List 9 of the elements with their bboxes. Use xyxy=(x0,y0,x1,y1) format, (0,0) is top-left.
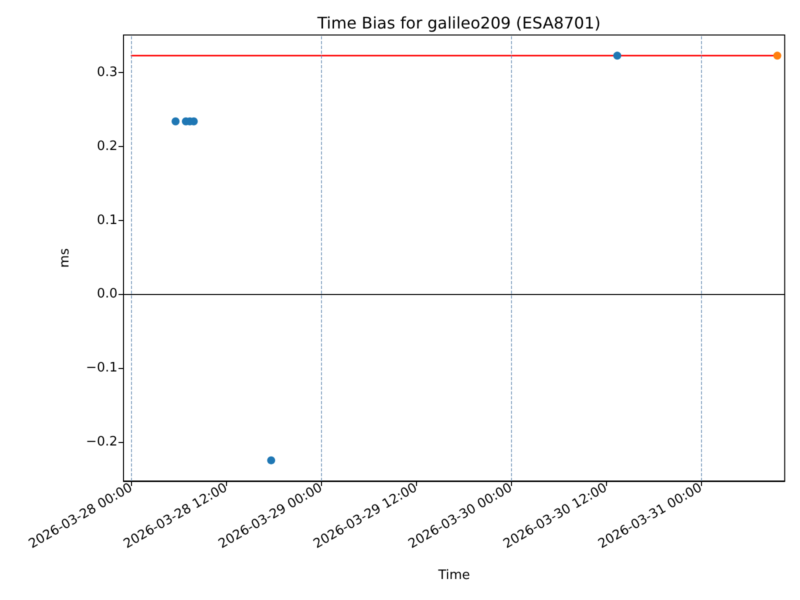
y-tick-label: −0.2 xyxy=(86,434,118,450)
y-tick-label: −0.1 xyxy=(86,360,118,376)
x-axis-title: Time xyxy=(437,568,470,583)
y-axis-title: ms xyxy=(58,248,72,268)
y-tick-label: 0.3 xyxy=(96,65,118,80)
chart-title: Time Bias for galileo209 (ESA8701) xyxy=(316,14,601,32)
y-tick-label: 0.1 xyxy=(96,212,118,228)
y-tick-label: 0.2 xyxy=(96,139,118,154)
y-tick-label: 0.0 xyxy=(96,286,118,302)
